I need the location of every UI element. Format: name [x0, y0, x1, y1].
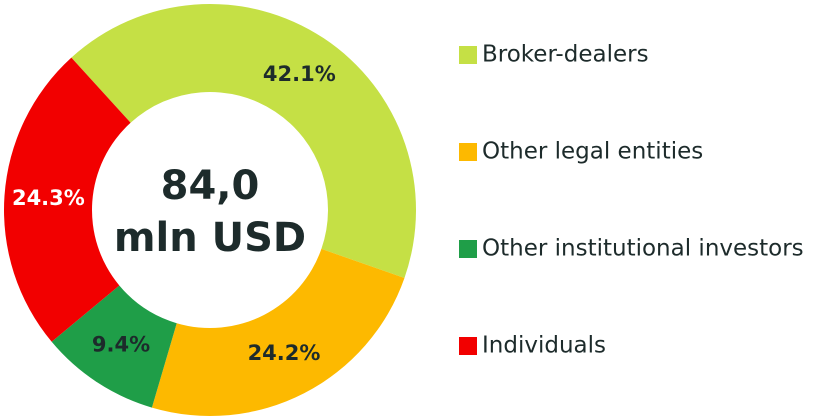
legend-text: Other legal entities: [482, 139, 703, 165]
legend-text: Individuals: [482, 333, 606, 359]
slice-label: 42.1%: [263, 62, 336, 86]
slice-label: 24.3%: [12, 186, 85, 210]
legend-text: Other institutional investors: [482, 236, 804, 262]
slice-label: 9.4%: [92, 332, 150, 356]
slice: [4, 57, 131, 342]
legend-swatch: [459, 143, 477, 161]
legend-text: Broker-dealers: [482, 42, 649, 68]
center-label: 84,0: [161, 163, 260, 209]
slice: [51, 285, 177, 408]
slice-label: 24.2%: [248, 341, 321, 365]
slice: [151, 248, 405, 417]
legend-swatch: [459, 240, 477, 258]
legend-swatch: [459, 337, 477, 355]
slice: [71, 4, 416, 278]
center-label: mln USD: [114, 215, 306, 261]
legend-swatch: [459, 46, 477, 64]
